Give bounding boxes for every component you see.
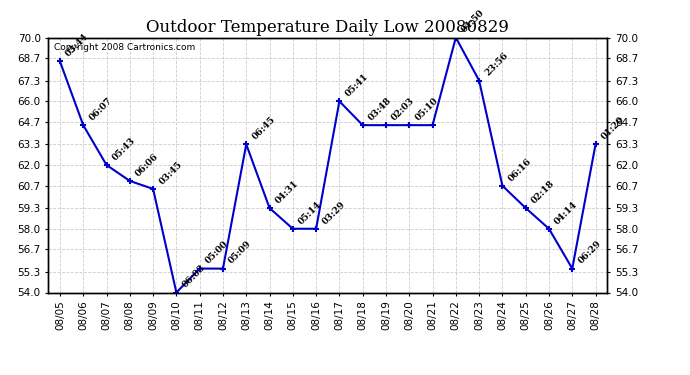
Text: 01:20: 01:20 [600, 115, 626, 141]
Text: 02:03: 02:03 [390, 96, 417, 122]
Text: 06:03: 06:03 [181, 263, 207, 290]
Text: 04:14: 04:14 [553, 200, 580, 226]
Text: 05:43: 05:43 [110, 136, 137, 162]
Text: 03:45: 03:45 [157, 160, 184, 186]
Text: 05:10: 05:10 [413, 96, 440, 122]
Text: 06:45: 06:45 [250, 115, 277, 141]
Text: 23:56: 23:56 [483, 51, 510, 78]
Text: 06:06: 06:06 [134, 152, 161, 178]
Text: 04:31: 04:31 [274, 178, 300, 205]
Text: 03:48: 03:48 [367, 96, 393, 122]
Text: 05:00: 05:00 [204, 240, 230, 266]
Text: 06:29: 06:29 [576, 239, 603, 266]
Text: 05:14: 05:14 [297, 200, 324, 226]
Text: 03:29: 03:29 [320, 200, 347, 226]
Text: 06:07: 06:07 [88, 96, 114, 122]
Text: 05:41: 05:41 [344, 72, 370, 99]
Title: Outdoor Temperature Daily Low 20080829: Outdoor Temperature Daily Low 20080829 [146, 19, 509, 36]
Text: 03:44: 03:44 [64, 32, 90, 58]
Text: 06:16: 06:16 [506, 156, 533, 183]
Text: Copyright 2008 Cartronics.com: Copyright 2008 Cartronics.com [54, 43, 195, 52]
Text: 05:09: 05:09 [227, 239, 253, 266]
Text: 02:18: 02:18 [530, 178, 556, 205]
Text: 04:50: 04:50 [460, 8, 486, 35]
